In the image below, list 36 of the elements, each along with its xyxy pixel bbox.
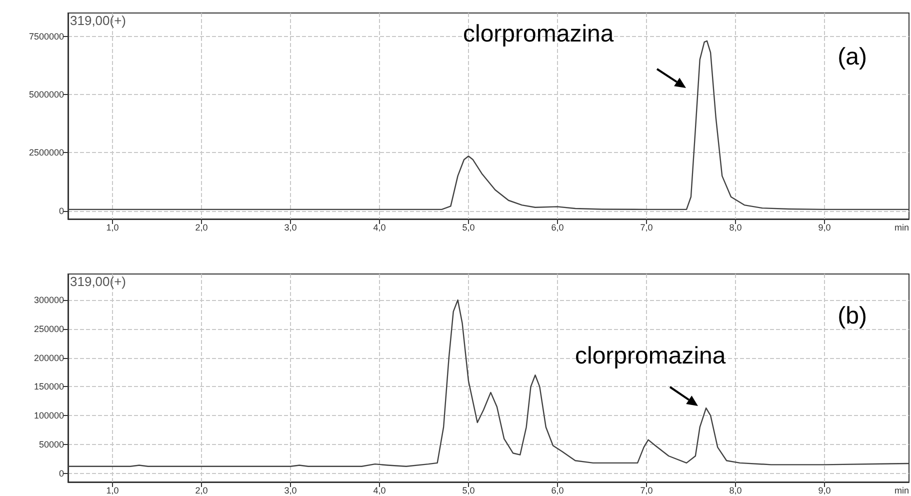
x-tick-label: 4,0 (373, 486, 386, 496)
x-tick-label: 9,0 (818, 486, 831, 496)
x-tick-label: 9,0 (818, 222, 831, 232)
x-tick-label: 1,0 (106, 222, 119, 232)
x-tick-label: 7,0 (640, 222, 653, 232)
x-tick-label: 6,0 (551, 486, 564, 496)
x-axis-title: min (894, 222, 910, 232)
x-tick-label: 2,0 (195, 486, 208, 496)
x-tick-label: 1,0 (106, 486, 119, 496)
annotation: clorpromazina (575, 342, 726, 370)
annotation: 319,00(+) (70, 13, 126, 28)
y-tick-label: 200000 (34, 352, 64, 363)
y-tick-label: 300000 (34, 295, 64, 305)
y-tick-label: 150000 (34, 382, 64, 392)
x-tick-label: 3,0 (284, 486, 297, 496)
y-tick-label: 5000000 (28, 89, 64, 100)
annotation: 319,00(+) (70, 274, 126, 289)
x-tick-label: 5,0 (462, 222, 475, 232)
x-tick-label: 7,0 (640, 486, 653, 496)
x-tick-label: 5,0 (462, 486, 475, 496)
x-tick-label: 2,0 (195, 222, 208, 232)
y-tick-label: 250000 (34, 324, 64, 334)
line-series (67, 299, 910, 467)
x-tick-label: 8,0 (729, 486, 742, 496)
x-axis-title: min (894, 486, 910, 496)
x-tick-label: 6,0 (551, 222, 564, 232)
y-tick-label: 100000 (34, 410, 64, 421)
y-tick-label: 7500000 (28, 31, 64, 42)
x-tick-label: 4,0 (373, 222, 386, 232)
annotation: (a) (838, 44, 868, 70)
annotation: (b) (838, 302, 868, 330)
y-tick-label: 2500000 (28, 148, 64, 158)
y-tick-label: 50000 (38, 439, 64, 450)
annotation: clorpromazina (463, 20, 614, 48)
x-tick-label: 3,0 (284, 222, 297, 232)
x-tick-label: 8,0 (729, 222, 742, 232)
